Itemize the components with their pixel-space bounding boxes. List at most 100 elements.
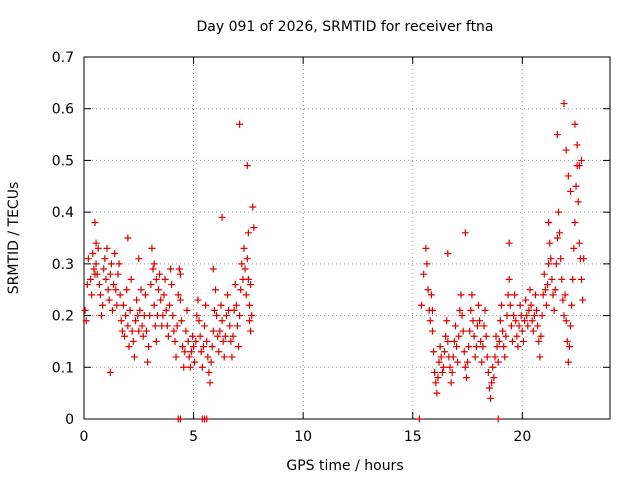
data-point xyxy=(242,291,250,299)
data-point xyxy=(487,394,495,402)
data-point xyxy=(224,291,232,299)
data-point xyxy=(569,275,577,283)
data-point xyxy=(106,270,114,278)
data-point xyxy=(116,291,124,299)
data-point xyxy=(444,337,452,345)
y-tick-label: 0.2 xyxy=(52,309,74,325)
data-point xyxy=(515,322,523,330)
data-point xyxy=(188,332,196,340)
data-point xyxy=(214,332,222,340)
data-point xyxy=(493,343,501,351)
data-point xyxy=(522,296,530,304)
data-point xyxy=(247,327,255,335)
data-point xyxy=(136,306,144,314)
x-tick-label: 10 xyxy=(294,429,312,445)
data-point xyxy=(498,301,506,309)
data-point xyxy=(455,332,463,340)
data-point xyxy=(559,296,567,304)
data-point xyxy=(537,332,545,340)
data-point xyxy=(132,317,140,325)
data-point xyxy=(203,337,211,345)
data-point xyxy=(114,270,122,278)
data-point xyxy=(102,275,110,283)
data-point xyxy=(135,255,143,263)
data-point xyxy=(144,358,152,366)
data-point xyxy=(249,203,257,211)
data-point xyxy=(469,317,477,325)
data-point xyxy=(465,343,473,351)
data-point xyxy=(151,322,159,330)
data-point xyxy=(511,291,519,299)
data-point xyxy=(243,255,251,263)
data-point xyxy=(184,337,192,345)
data-point xyxy=(127,275,135,283)
data-point xyxy=(122,312,130,320)
data-point xyxy=(83,281,91,289)
data-point xyxy=(215,348,223,356)
data-point xyxy=(507,322,515,330)
data-point xyxy=(245,301,253,309)
data-point xyxy=(220,353,228,361)
data-point xyxy=(221,332,229,340)
data-point xyxy=(480,322,488,330)
data-point xyxy=(549,291,557,299)
data-point xyxy=(420,270,428,278)
data-point xyxy=(426,317,434,325)
data-point xyxy=(461,363,469,371)
data-point xyxy=(179,343,187,351)
data-point xyxy=(152,275,160,283)
data-point xyxy=(104,286,112,294)
data-point xyxy=(430,348,438,356)
data-point xyxy=(530,312,538,320)
data-point xyxy=(472,343,480,351)
data-point xyxy=(194,296,202,304)
data-point xyxy=(82,317,90,325)
data-point xyxy=(418,301,426,309)
data-point xyxy=(453,343,461,351)
data-point xyxy=(545,260,553,268)
data-point xyxy=(572,182,580,190)
data-point xyxy=(431,368,439,376)
data-point xyxy=(461,229,469,237)
data-point xyxy=(186,363,194,371)
data-point xyxy=(568,301,576,309)
data-point xyxy=(236,312,244,320)
data-point xyxy=(204,353,212,361)
data-point xyxy=(180,363,188,371)
y-tick-label: 0.6 xyxy=(52,102,74,118)
data-point xyxy=(243,162,251,170)
data-point xyxy=(464,358,472,366)
data-point xyxy=(126,306,134,314)
data-point xyxy=(521,317,529,325)
data-points xyxy=(81,100,588,423)
data-point xyxy=(424,286,432,294)
data-point xyxy=(244,229,252,237)
data-point xyxy=(496,317,504,325)
data-point xyxy=(548,275,556,283)
data-point xyxy=(565,343,573,351)
data-point xyxy=(552,260,560,268)
data-point xyxy=(481,306,489,314)
data-point xyxy=(444,250,452,258)
data-point xyxy=(458,312,466,320)
data-point xyxy=(456,306,464,314)
data-point xyxy=(542,301,550,309)
data-point xyxy=(169,312,177,320)
data-point xyxy=(175,265,183,273)
data-point xyxy=(523,312,531,320)
data-point xyxy=(217,301,225,309)
data-point xyxy=(108,306,116,314)
data-point xyxy=(567,187,575,195)
data-point xyxy=(91,218,99,226)
data-point xyxy=(560,312,568,320)
data-point xyxy=(199,343,207,351)
data-point xyxy=(446,363,454,371)
data-point xyxy=(476,317,484,325)
data-point xyxy=(181,348,189,356)
data-point xyxy=(198,363,206,371)
data-point xyxy=(176,415,184,423)
data-point xyxy=(553,131,561,139)
data-point xyxy=(92,239,100,247)
data-point xyxy=(536,353,544,361)
